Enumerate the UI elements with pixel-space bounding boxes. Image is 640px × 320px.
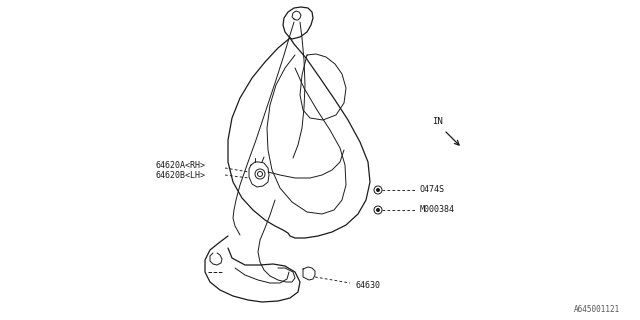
Circle shape [374,186,382,194]
Text: 64630: 64630 [355,282,380,291]
Circle shape [255,169,265,179]
Circle shape [257,172,262,177]
Text: 64620A<RH>: 64620A<RH> [155,161,205,170]
Text: IN: IN [432,117,443,126]
Text: 64620B<LH>: 64620B<LH> [155,171,205,180]
Circle shape [376,188,380,191]
Circle shape [376,209,380,212]
Text: A645001121: A645001121 [573,305,620,314]
Text: O474S: O474S [420,186,445,195]
Text: M000384: M000384 [420,205,455,214]
Circle shape [374,206,382,214]
